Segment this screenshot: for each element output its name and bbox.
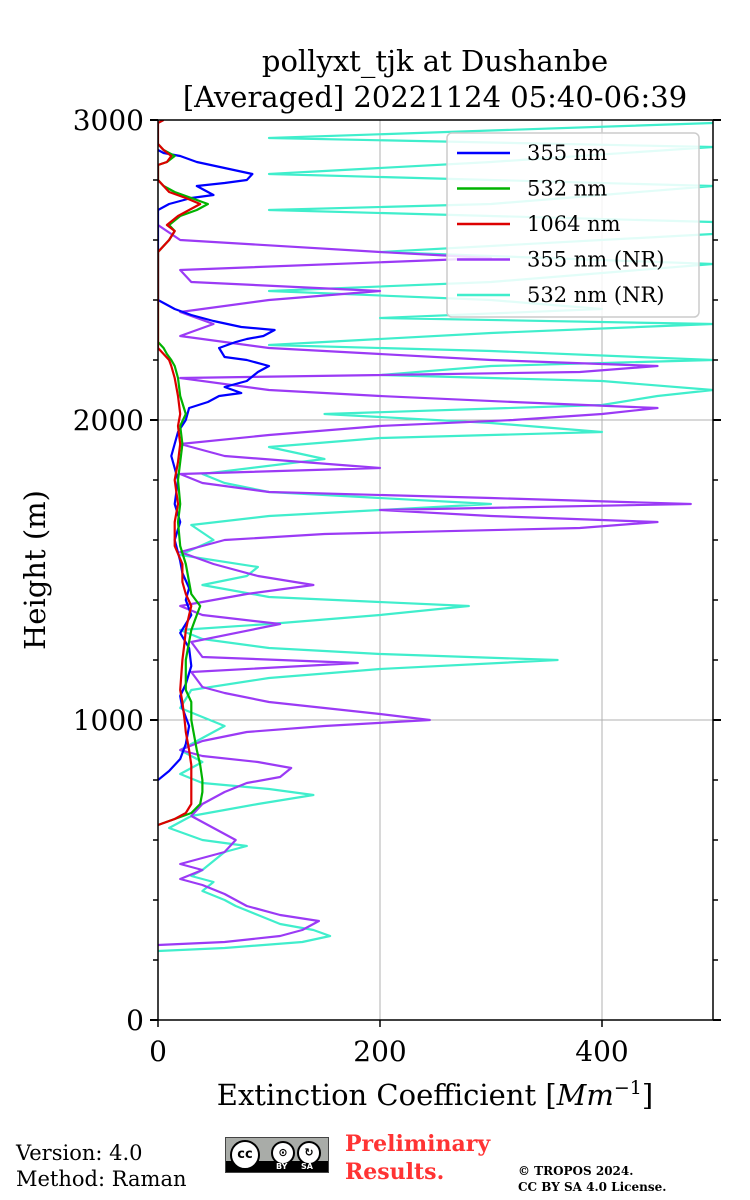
method-text: Method: Raman	[16, 1167, 187, 1191]
copyright-line1: © TROPOS 2024.	[518, 1164, 634, 1178]
legend-box	[446, 132, 700, 318]
x-tick-label: 200	[353, 1035, 406, 1068]
legend-label: 355 nm (NR)	[527, 248, 664, 272]
cc-icon: cc	[230, 1140, 260, 1170]
legend: 355 nm 532 nm 1064 nm 355 nm (NR) 532 nm (NR…	[446, 132, 700, 318]
series-line-532-nm	[158, 143, 209, 827]
legend-label: 1064 nm	[527, 212, 621, 236]
attribution-icon: ⊙	[271, 1141, 295, 1165]
footer-info: Version: 4.0 Method: Raman	[16, 1140, 187, 1192]
y-tick-label: 2000	[73, 404, 144, 437]
copyright-notice: © TROPOS 2024. CC BY SA 4.0 License.	[518, 1163, 666, 1195]
series-line-355-nm-nr-	[158, 224, 692, 947]
preliminary-line2: Results.	[345, 1159, 445, 1185]
cc-license-badge: cc ⊙ ↻ BY SA	[225, 1137, 329, 1173]
copyright-line2: CC BY SA 4.0 License.	[518, 1180, 667, 1194]
ticks: 0 200 400 0 1000 2000 3000	[73, 104, 721, 1068]
share-alike-icon: ↻	[297, 1141, 321, 1165]
sa-label: SA	[301, 1162, 313, 1171]
series-line-1064-nm	[158, 120, 202, 827]
legend-label: 355 nm	[527, 141, 607, 165]
by-label: BY	[276, 1162, 288, 1171]
preliminary-line1: Preliminary	[345, 1131, 491, 1157]
x-tick-label: 400	[575, 1035, 628, 1068]
preliminary-notice: Preliminary Results.	[345, 1130, 490, 1186]
y-tick-label: 3000	[73, 104, 144, 137]
chart-title-line2: [Averaged] 20221124 05:40-06:39	[183, 80, 687, 114]
x-tick-label: 0	[149, 1035, 167, 1068]
legend-label: 532 nm (NR)	[527, 283, 664, 307]
y-tick-label: 1000	[73, 704, 144, 737]
series-layer	[158, 120, 713, 953]
x-axis-label: Extinction Coefficient [Mm−1]	[217, 1077, 653, 1112]
plot-frame	[157, 119, 714, 1021]
version-text: Version: 4.0	[16, 1141, 143, 1165]
chart-title-line1: pollyxt_tjk at Dushanbe	[262, 44, 608, 79]
y-axis-label: Height (m)	[18, 490, 52, 650]
y-tick-label: 0	[126, 1004, 144, 1037]
legend-label: 532 nm	[527, 177, 607, 201]
cc-badge-strip	[226, 1161, 328, 1172]
